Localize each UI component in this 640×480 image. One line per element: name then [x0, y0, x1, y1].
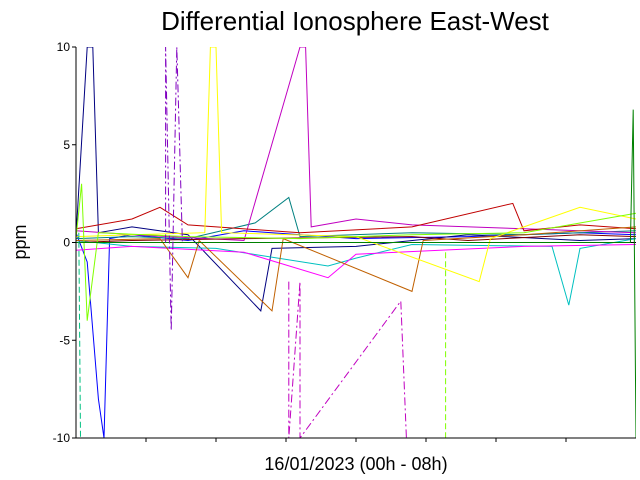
y-tick-label: -5 — [59, 333, 70, 347]
axes: 10 5 0 -5 -10 — [53, 40, 636, 445]
series-line-5 — [76, 47, 636, 242]
chart-title: Differential Ionosphere East-West — [161, 6, 550, 36]
series-line-12 — [76, 109, 636, 438]
y-tick-label: 5 — [63, 138, 70, 152]
series-line-1 — [76, 230, 636, 438]
plot-area — [76, 47, 636, 438]
series-line-11 — [76, 183, 636, 321]
y-tick-label: 10 — [57, 40, 71, 54]
series-line-14 — [288, 281, 407, 438]
series-line-6 — [76, 244, 636, 279]
series-line-9 — [76, 226, 636, 312]
y-tick-label: -10 — [53, 431, 71, 445]
y-tick-label: 0 — [63, 236, 70, 250]
series-line-2 — [76, 47, 636, 312]
series-line-8 — [76, 234, 636, 243]
y-axis-label: ppm — [10, 224, 30, 259]
series-line-13 — [165, 47, 183, 331]
x-axis-label: 16/01/2023 (00h - 08h) — [264, 454, 447, 474]
series-line-16 — [78, 232, 81, 438]
series-line-3 — [76, 238, 636, 306]
series-line-4 — [76, 196, 636, 240]
series-line-10 — [76, 47, 636, 283]
